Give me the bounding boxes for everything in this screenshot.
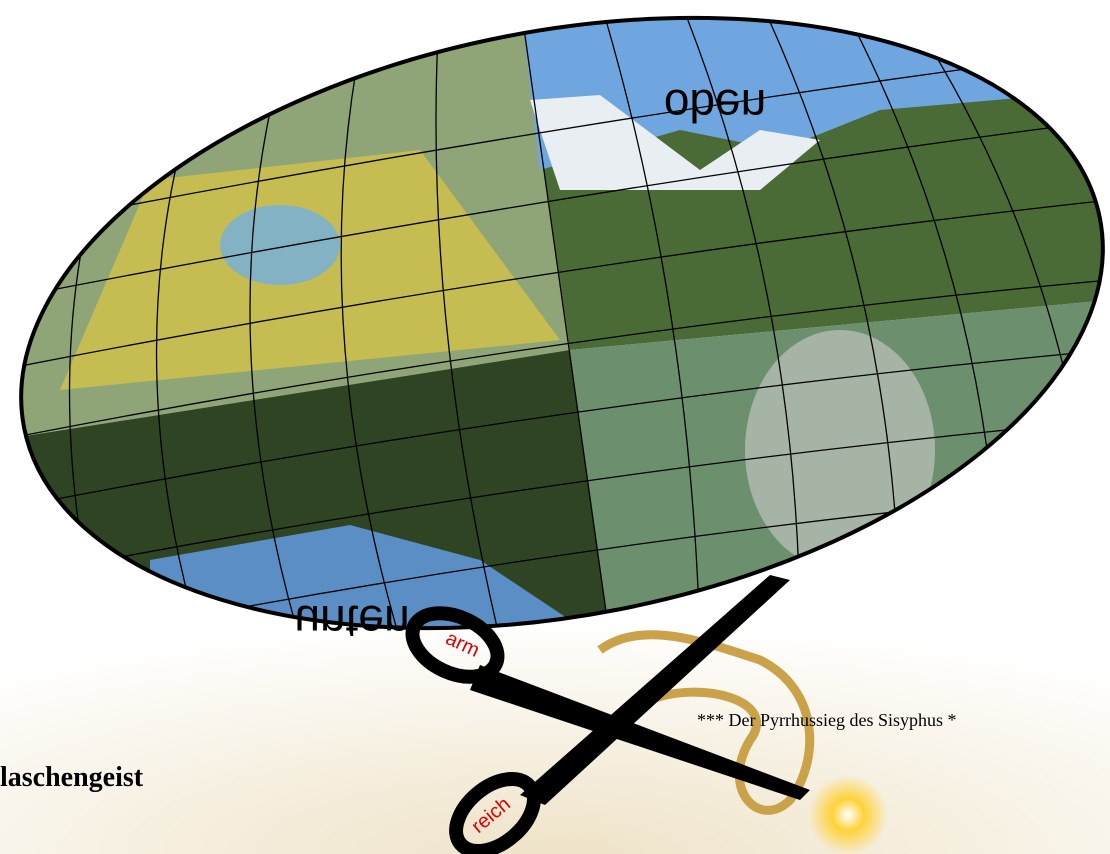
scissors — [405, 575, 810, 854]
snow-peaks — [530, 95, 820, 190]
blade-upper — [470, 665, 810, 800]
globe-bottom-label: unten — [294, 596, 409, 648]
motto: *** Der Pyrrhussieg des Sisyphus * — [697, 710, 957, 730]
ghost-figure — [745, 330, 935, 570]
globe-outline — [19, 15, 1105, 631]
handle-lower — [449, 771, 541, 854]
globe-image — [0, 0, 1110, 651]
heading: laschengeist — [0, 762, 144, 793]
handle-upper — [405, 606, 505, 684]
spark — [808, 775, 888, 854]
mask — [220, 205, 340, 285]
globe-top-label: oben — [664, 80, 766, 132]
blade-lower — [520, 575, 790, 805]
